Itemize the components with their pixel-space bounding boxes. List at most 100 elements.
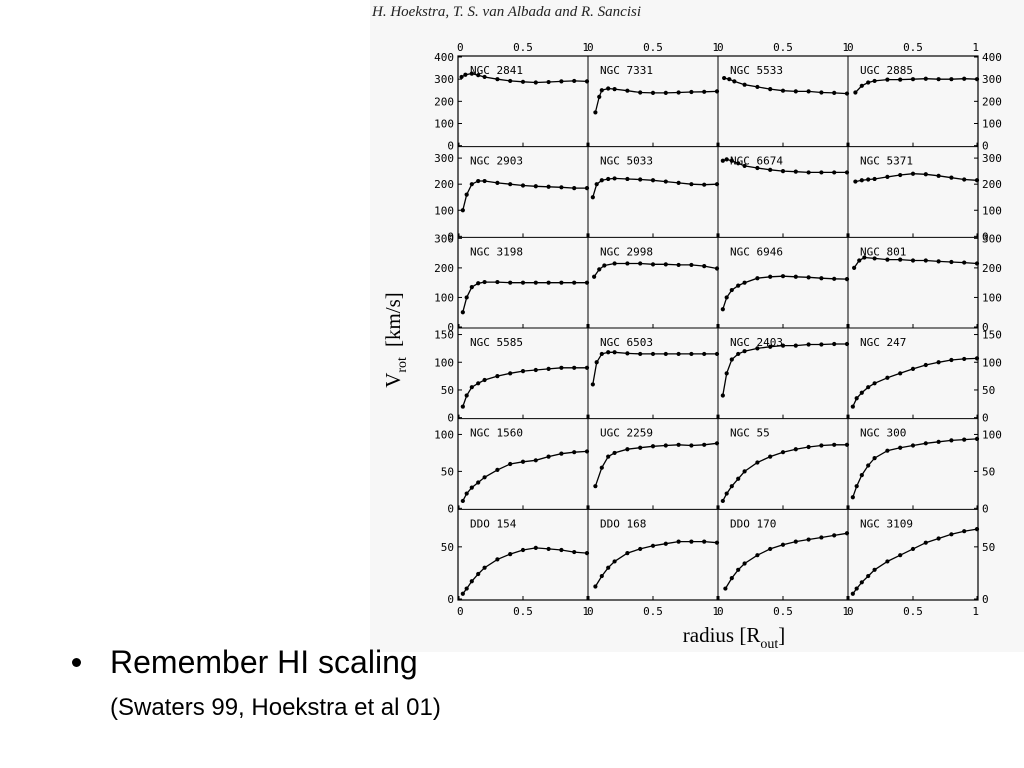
data-point-ngc-7331	[714, 89, 720, 94]
fit-curve-ugc-2259	[594, 442, 718, 487]
data-point-ngc-6674	[736, 161, 741, 166]
y-tick-label-left: 0	[447, 593, 454, 606]
data-point-ngc-2903	[495, 180, 500, 185]
data-point-ddo-170	[723, 586, 728, 591]
data-point-ngc-5533	[742, 82, 747, 87]
fit-curve-ngc-5033	[592, 177, 718, 198]
data-point-ngc-55	[844, 442, 850, 447]
data-point-ngc-5371	[866, 177, 871, 182]
data-point-ngc-7331	[676, 90, 681, 95]
data-point-ddo-170	[793, 539, 798, 544]
fit-curve-ngc-2403	[722, 343, 847, 396]
data-point-ngc-6946	[720, 307, 725, 312]
data-point-ddo-170	[844, 531, 850, 536]
data-point-ugc-2885	[885, 77, 890, 82]
y-tick-label-right: 50	[982, 384, 995, 397]
data-point-ngc-5585	[469, 385, 474, 390]
fit-curve-ngc-7331	[594, 87, 718, 113]
svg-text:radius [Rout]: radius [Rout]	[683, 623, 785, 652]
data-point-ngc-5533	[727, 77, 732, 82]
data-point-ngc-2903	[572, 185, 577, 191]
data-point-ngc-2998	[602, 263, 607, 268]
y-tick-label-left: 100	[434, 291, 454, 304]
data-point-ngc-5033	[594, 182, 599, 187]
x-tick-label-bottom: 0.5	[643, 605, 663, 618]
data-point-ngc-1560	[584, 449, 590, 454]
x-axis-label: radius [Rout]	[683, 623, 785, 652]
data-point-ngc-5371	[898, 172, 903, 178]
y-tick-label-right: 100	[982, 428, 1002, 441]
panel-label-ugc-2885: UGC 2885	[860, 64, 913, 77]
data-point-ngc-247	[936, 360, 941, 365]
data-point-ngc-2841	[520, 79, 526, 84]
data-point-ngc-1560	[533, 458, 538, 463]
y-tick-label-left: 300	[434, 232, 454, 245]
data-point-ngc-5033	[714, 182, 720, 187]
panel-label-ngc-6503: NGC 6503	[600, 336, 653, 349]
data-point-ngc-5585	[533, 367, 538, 373]
data-point-ngc-7331	[689, 89, 694, 95]
data-point-ddo-154	[482, 565, 487, 570]
data-point-ugc-2885	[872, 78, 877, 84]
data-point-ngc-2903	[469, 182, 474, 187]
data-point-ngc-3198	[460, 310, 465, 315]
data-point-ngc-2903	[508, 182, 513, 187]
fit-curve-ngc-247	[852, 357, 978, 407]
data-point-ngc-5533	[768, 87, 773, 92]
data-point-ngc-1560	[572, 450, 577, 455]
data-point-ddo-168	[689, 539, 694, 544]
data-point-ngc-3109	[962, 529, 967, 534]
y-tick-label-right: 300	[982, 232, 1002, 245]
fit-curve-ngc-1560	[462, 450, 588, 502]
data-point-ngc-801	[852, 265, 857, 270]
data-point-ngc-5371	[974, 178, 980, 183]
y-tick-label-right: 100	[982, 356, 1002, 369]
data-point-ngc-2998	[650, 262, 656, 267]
data-point-ngc-5533	[755, 84, 760, 90]
data-point-ngc-1560	[464, 491, 469, 496]
data-point-ngc-3198	[495, 279, 500, 285]
y-tick-label-right: 400	[982, 51, 1002, 64]
fit-curve-ngc-5585	[462, 367, 587, 407]
data-point-ddo-170	[742, 561, 747, 566]
data-point-ngc-6503	[590, 382, 595, 387]
data-point-ngc-247	[949, 357, 954, 363]
data-point-ngc-2903	[464, 192, 469, 197]
data-point-ngc-3109	[910, 546, 916, 552]
data-point-ngc-801	[862, 255, 867, 260]
data-point-ngc-6946	[729, 287, 734, 293]
data-point-ngc-5533	[819, 90, 824, 95]
data-point-ngc-1560	[476, 480, 481, 485]
x-tick-label-bottom: 1	[842, 605, 849, 618]
data-point-ngc-6503	[663, 351, 668, 357]
data-point-ddo-170	[755, 553, 760, 558]
rotation-curve-figure: H. Hoekstra, T. S. van Albada and R. San…	[370, 0, 1024, 652]
data-point-ngc-801	[923, 258, 928, 263]
data-point-ngc-300	[962, 437, 967, 442]
data-point-ddo-168	[650, 543, 656, 548]
data-point-ngc-6674	[844, 170, 850, 175]
data-point-ddo-168	[702, 539, 707, 544]
y-tick-label-right: 0	[982, 140, 989, 153]
data-point-ngc-5585	[464, 393, 469, 398]
data-point-ngc-5533	[844, 91, 850, 96]
data-point-ngc-2998	[663, 262, 668, 267]
data-point-ngc-2403	[832, 341, 837, 347]
data-point-ddo-168	[676, 539, 681, 544]
data-point-ngc-5585	[520, 369, 526, 374]
data-point-ngc-300	[866, 463, 871, 468]
data-point-ngc-3198	[546, 280, 551, 285]
data-point-ngc-55	[755, 460, 760, 465]
panel-label-ngc-5533: NGC 5533	[730, 64, 783, 77]
data-point-ugc-2259	[702, 442, 707, 447]
data-point-ngc-2841	[469, 71, 474, 76]
data-point-ngc-6674	[724, 157, 729, 162]
bullet-subtext: (Swaters 99, Hoekstra et al 01)	[110, 694, 441, 721]
data-point-ngc-5033	[625, 176, 630, 182]
y-tick-label-left: 100	[434, 204, 454, 217]
bullet-text: Remember HI scaling	[110, 644, 418, 680]
y-tick-label-left: 50	[441, 541, 454, 554]
data-point-ngc-3198	[572, 280, 577, 285]
data-point-ddo-154	[533, 545, 538, 550]
y-tick-label-right: 100	[982, 291, 1002, 304]
